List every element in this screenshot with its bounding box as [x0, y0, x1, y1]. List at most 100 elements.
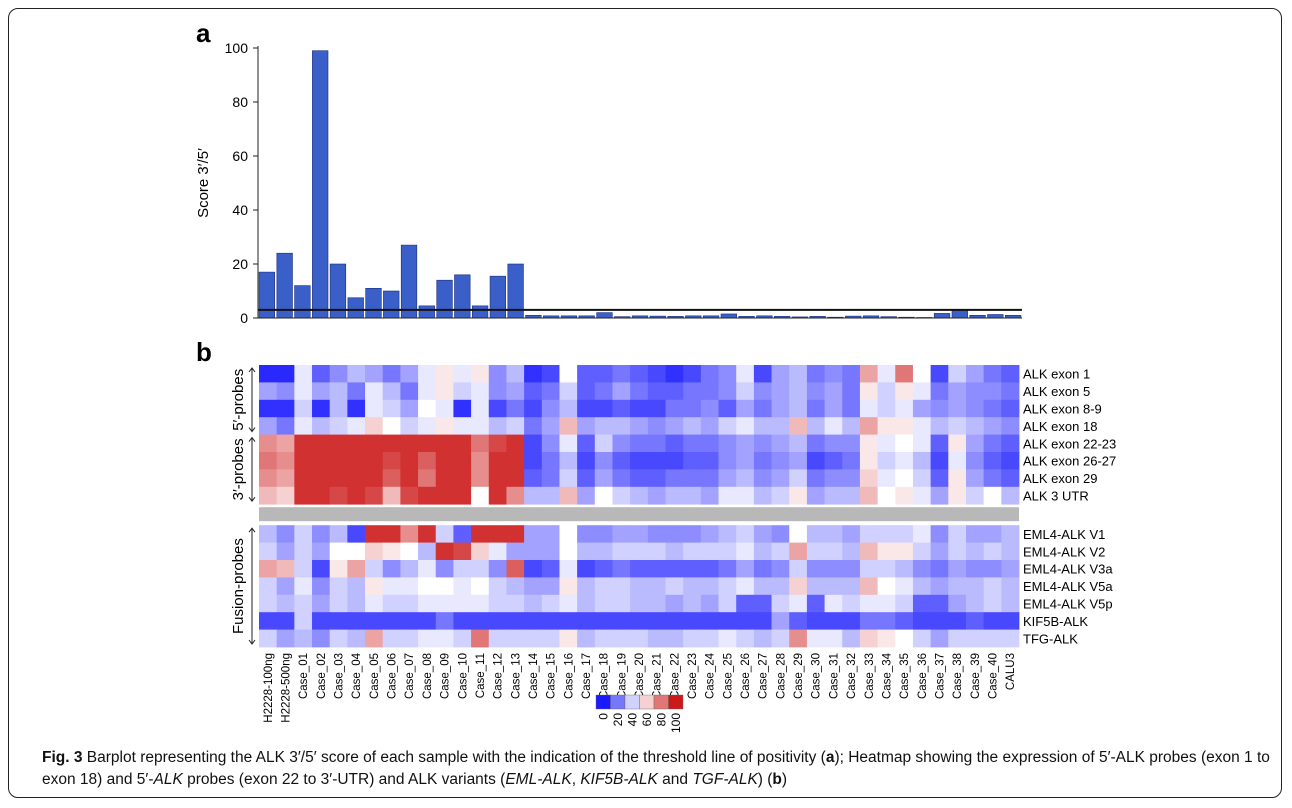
heatmap-cell: [736, 629, 755, 648]
heatmap-cell: [524, 577, 543, 596]
heatmap-cell: [382, 629, 401, 648]
heatmap-cell: [329, 629, 348, 648]
heatmap-cell: [594, 525, 613, 543]
row-label: ALK exon 18: [1023, 419, 1097, 434]
heatmap-cell: [329, 486, 348, 505]
heatmap-cell: [541, 382, 560, 401]
group-label: Fusion-probes: [230, 538, 247, 634]
heatmap-cell: [859, 629, 879, 648]
heatmap-cell: [1001, 577, 1020, 596]
heatmap-cell: [594, 594, 613, 613]
heatmap-cell: [753, 382, 772, 401]
column-label: Case_38: [952, 653, 964, 699]
heatmap-cell: [789, 542, 808, 561]
y-tick-label: 40: [232, 202, 248, 218]
heatmap-cell: [365, 486, 384, 505]
heatmap-cell: [400, 486, 419, 505]
bar: [933, 313, 951, 319]
heatmap-cell: [824, 417, 843, 435]
heatmap-cell: [771, 594, 790, 613]
heatmap-cell: [930, 577, 949, 596]
heatmap-cell: [789, 560, 808, 578]
column-label: Case_29: [793, 653, 805, 699]
heatmap-cell: [895, 399, 914, 418]
caption-text: b: [772, 771, 782, 788]
column-label: Case_16: [563, 653, 575, 699]
heatmap-cell: [259, 542, 278, 561]
bar: [951, 310, 968, 319]
heatmap-cell: [683, 612, 702, 630]
heatmap-cell: [312, 629, 331, 648]
heatmap-cell: [824, 469, 843, 488]
heatmap-cell: [806, 542, 825, 561]
heatmap-cell: [824, 434, 843, 453]
heatmap-cell: [312, 469, 331, 488]
heatmap-cell: [506, 434, 525, 453]
heatmap-cell: [859, 417, 879, 435]
heatmap-cell: [1001, 382, 1020, 401]
heatmap-cell: [488, 469, 507, 488]
heatmap-cell: [294, 469, 313, 488]
heatmap-cell: [435, 542, 454, 561]
heatmap-cell: [347, 365, 366, 383]
heatmap-cell: [877, 629, 896, 648]
caption-text: and: [657, 771, 693, 788]
heatmap-cell: [453, 434, 472, 453]
heatmap-cell: [612, 486, 631, 505]
heatmap-cell: [842, 612, 861, 630]
bar: [276, 252, 293, 319]
heatmap-cell: [1001, 452, 1020, 470]
heatmap-cell: [806, 417, 825, 435]
heatmap-cell: [559, 399, 578, 418]
column-label: Case_20: [634, 653, 646, 699]
column-label: Case_06: [387, 653, 399, 699]
heatmap-cell: [329, 560, 348, 578]
heatmap-cell: [418, 452, 437, 470]
heatmap-cell: [789, 629, 808, 648]
heatmap-cell: [594, 560, 613, 578]
heatmap-cell: [612, 629, 631, 648]
heatmap-cell: [718, 434, 737, 453]
heatmap-cell: [965, 469, 985, 488]
heatmap-cell: [577, 417, 596, 435]
heatmap-cell: [365, 525, 384, 543]
heatmap-cell: [418, 612, 437, 630]
heatmap-cell: [859, 486, 879, 505]
heatmap-cell: [488, 452, 507, 470]
heatmap-cell: [594, 365, 613, 383]
heatmap-cell: [365, 612, 384, 630]
heatmap-cell: [365, 452, 384, 470]
heatmap-cell: [347, 629, 366, 648]
heatmap-cell: [488, 542, 507, 561]
bar: [365, 287, 382, 319]
heatmap-cell: [683, 434, 702, 453]
heatmap-cell: [647, 469, 666, 488]
bar: [436, 279, 453, 319]
legend-tick-label: 100: [669, 713, 683, 733]
heatmap-cell: [612, 399, 631, 418]
heatmap-cell: [594, 469, 613, 488]
heatmap-cell: [294, 417, 313, 435]
heatmap-cell: [948, 399, 967, 418]
heatmap-cell: [647, 612, 666, 630]
heatmap-cell: [418, 417, 437, 435]
heatmap-cell: [506, 612, 525, 630]
heatmap-cell: [329, 525, 348, 543]
heatmap-cell: [736, 486, 755, 505]
heatmap-cell: [912, 629, 932, 648]
heatmap-cell: [1001, 525, 1020, 543]
heatmap-cell: [630, 525, 649, 543]
heatmap-cell: [859, 399, 879, 418]
bar: [383, 290, 400, 319]
heatmap-cell: [789, 612, 808, 630]
heatmap-cell: [365, 542, 384, 561]
heatmap-cell: [912, 382, 932, 401]
column-label: Case_19: [616, 653, 628, 699]
heatmap-cell: [506, 577, 525, 596]
heatmap-cell: [647, 417, 666, 435]
heatmap-cell: [347, 542, 366, 561]
heatmap-cell: [435, 399, 454, 418]
heatmap-cell: [453, 399, 472, 418]
heatmap-cell: [559, 594, 578, 613]
heatmap-cell: [665, 417, 684, 435]
